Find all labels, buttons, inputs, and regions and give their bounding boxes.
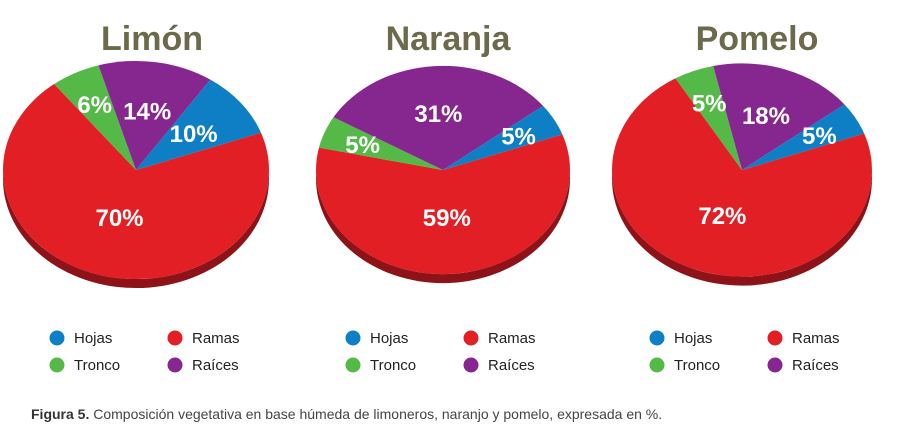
legend-swatch-ramas	[167, 330, 183, 346]
legend-swatch-hojas	[649, 330, 665, 346]
chart-title-pomelo: Pomelo	[696, 20, 819, 58]
slice-label-tronco: 6%	[77, 92, 112, 119]
legend-swatch-hojas	[49, 330, 65, 346]
slice-label-raices: 18%	[742, 103, 790, 130]
legend-label-raices: Raíces	[792, 357, 839, 374]
legend-swatch-hojas	[345, 330, 361, 346]
pie-chart-limon: Limón 70% 6% 14%10% Hojas Ramas Tronco Raíces	[3, 20, 270, 374]
legend-swatch-ramas	[767, 330, 783, 346]
legend-label-tronco: Tronco	[370, 357, 416, 374]
slice-label-ramas: 70%	[95, 205, 143, 232]
legend-label-tronco: Tronco	[674, 357, 720, 374]
caption-text: Composición vegetativa en base húmeda de…	[89, 406, 663, 422]
slice-tronco	[54, 65, 137, 170]
slice-ramas	[612, 78, 872, 277]
caption-label: Figura 5.	[31, 406, 90, 422]
legend-swatch-ramas	[463, 330, 479, 346]
pie-chart-naranja: Naranja 59% 5% 31% 5% Hojas Ramas Tronco Raíces	[315, 20, 570, 374]
slice-raices	[713, 63, 845, 170]
slice-tronco	[318, 117, 443, 170]
slice-label-hojas: 5%	[501, 124, 536, 151]
slice-ramas	[315, 134, 570, 275]
legend-swatch-tronco	[49, 357, 65, 373]
legend-label-hojas: Hojas	[370, 330, 408, 347]
chart-title-naranja: Naranja	[386, 20, 512, 58]
slice-label-ramas: 59%	[423, 205, 471, 232]
chart-title-limon: Limón	[101, 20, 203, 58]
slice-hojas	[136, 79, 261, 170]
legend-swatch-raices	[767, 357, 783, 373]
legend-label-raices: Raíces	[488, 357, 535, 374]
pie-chart-pomelo: Pomelo 72% 5% 18% 5% Hojas Ramas Tronco Raíces	[612, 20, 872, 374]
slice-hojas	[742, 104, 865, 170]
legend-label-ramas: Ramas	[792, 330, 840, 347]
figure-caption: Figura 5. Composición vegetativa en base…	[31, 406, 662, 422]
legend-naranja: Hojas Ramas Tronco Raíces	[345, 330, 536, 374]
legend-label-raices: Raíces	[192, 357, 239, 374]
legend-swatch-tronco	[649, 357, 665, 373]
legend-label-hojas: Hojas	[74, 330, 112, 347]
slice-label-ramas: 72%	[698, 203, 746, 230]
slice-label-hojas: 10%	[170, 121, 218, 148]
slice-label-raices: 31%	[414, 101, 462, 128]
slice-hojas	[443, 105, 563, 170]
legend-swatch-raices	[463, 357, 479, 373]
slice-ramas	[3, 84, 270, 280]
slice-label-raices: 14%	[123, 99, 171, 126]
slice-raices	[98, 60, 211, 170]
slice-raices	[333, 65, 544, 170]
legend-swatch-tronco	[345, 357, 361, 373]
slice-label-tronco: 5%	[345, 132, 380, 159]
legend-label-ramas: Ramas	[488, 330, 536, 347]
slice-label-hojas: 5%	[802, 123, 837, 150]
legend-limon: Hojas Ramas Tronco Raíces	[49, 330, 240, 374]
legend-label-hojas: Hojas	[674, 330, 712, 347]
legend-label-ramas: Ramas	[192, 330, 240, 347]
slice-tronco	[675, 66, 742, 170]
legend-pomelo: Hojas Ramas Tronco Raíces	[649, 330, 840, 374]
legend-label-tronco: Tronco	[74, 357, 120, 374]
legend-swatch-raices	[167, 357, 183, 373]
slice-label-tronco: 5%	[692, 91, 727, 118]
